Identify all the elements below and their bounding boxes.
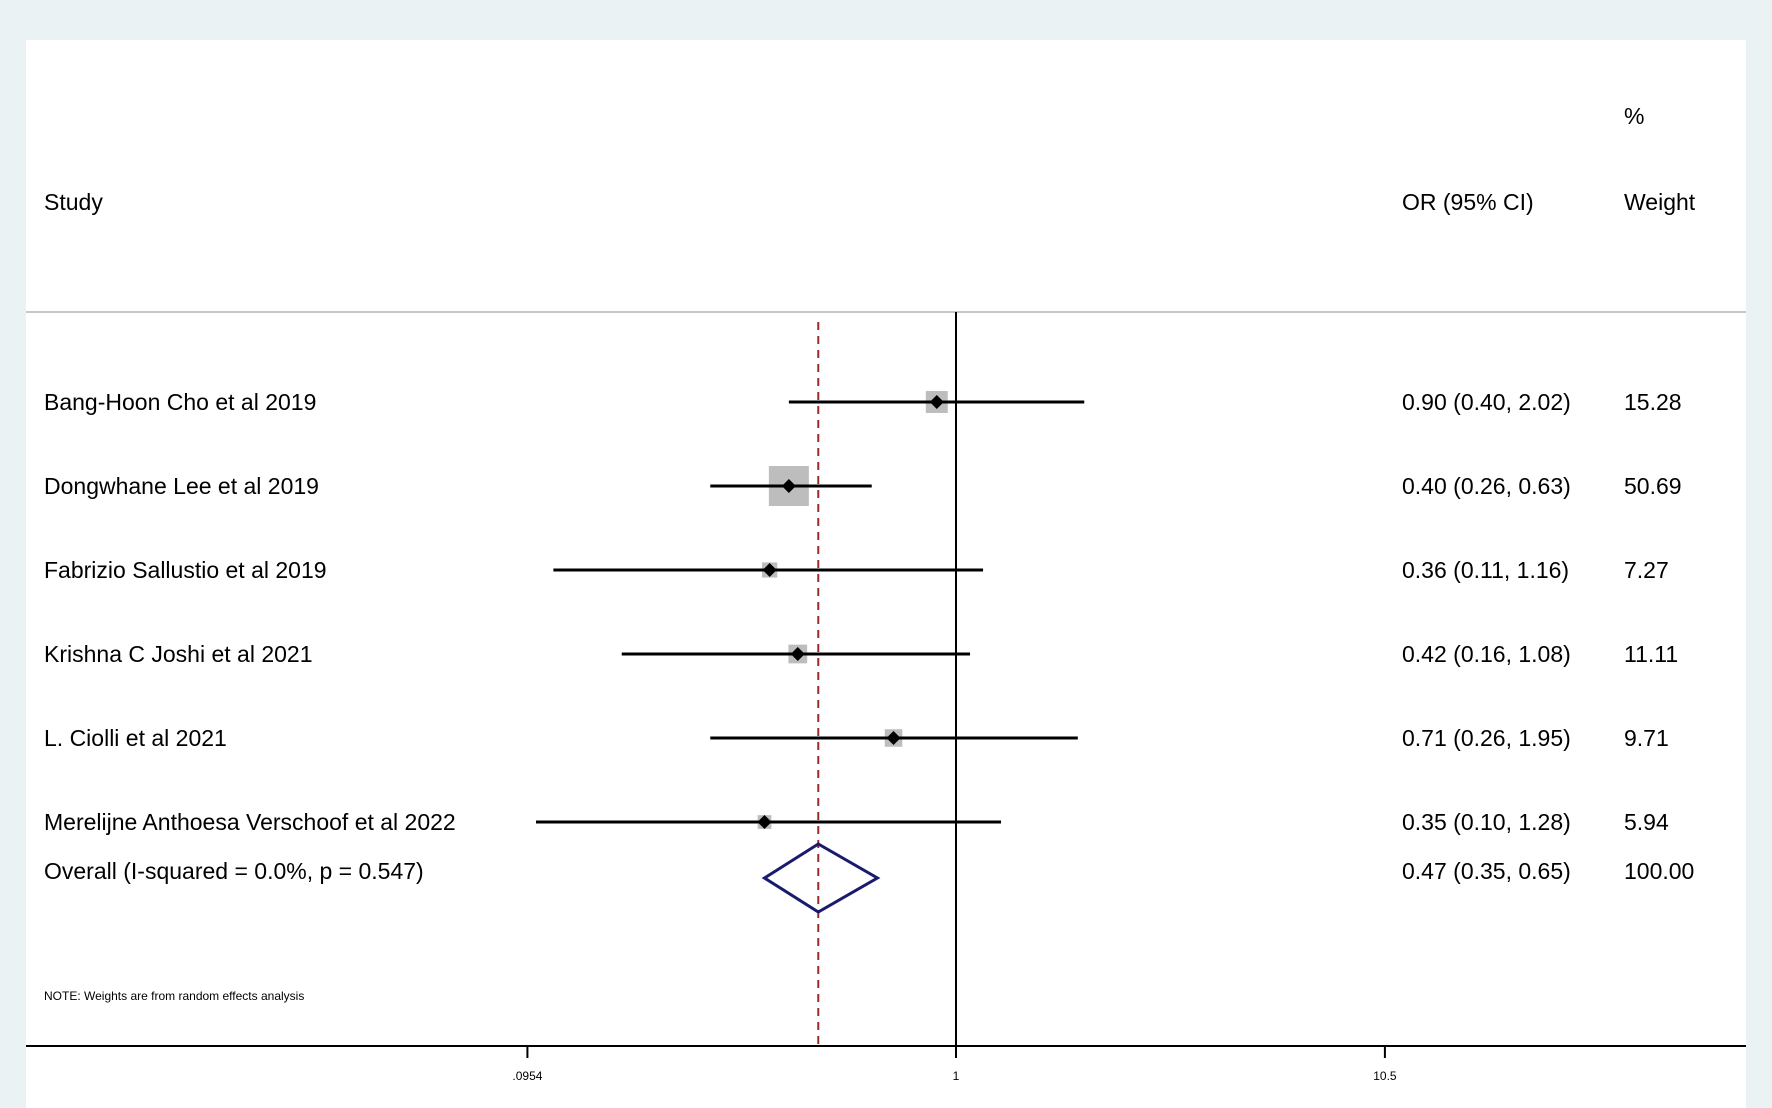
weights-note: NOTE: Weights are from random effects an… [44, 989, 304, 1003]
study-ci-text: 0.42 (0.16, 1.08) [1402, 641, 1571, 667]
study-label: Merelijne Anthoesa Verschoof et al 2022 [44, 809, 456, 835]
table-row: Dongwhane Lee et al 2019 0.40 (0.26, 0.63… [44, 473, 1682, 499]
point-estimate [757, 815, 772, 829]
study-weight-text: 7.27 [1624, 557, 1669, 583]
study-ci-text: 0.35 (0.10, 1.28) [1402, 809, 1571, 835]
study-ci-text: 0.71 (0.26, 1.95) [1402, 725, 1571, 751]
point-estimate [781, 479, 796, 493]
table-row: Bang-Hoon Cho et al 2019 0.90 (0.40, 2.02… [44, 389, 1682, 415]
x-tick-label: 10.5 [1373, 1069, 1397, 1083]
study-weight-text: 11.11 [1624, 641, 1678, 667]
study-ci-text: 0.40 (0.26, 0.63) [1402, 473, 1571, 499]
table-row: Fabrizio Sallustio et al 2019 0.36 (0.11,… [44, 557, 1669, 583]
study-ci-text: 0.90 (0.40, 2.02) [1402, 389, 1571, 415]
study-label: Fabrizio Sallustio et al 2019 [44, 557, 327, 583]
x-tick-label: .0954 [512, 1069, 542, 1083]
table-row: L. Ciolli et al 2021 0.71 (0.26, 1.95) 9.7… [44, 725, 1669, 751]
header-study: Study [44, 189, 103, 215]
table-row: Krishna C Joshi et al 2021 0.42 (0.16, 1.… [44, 641, 1678, 667]
header-weight-pct: % [1624, 103, 1644, 129]
point-estimate [762, 563, 777, 577]
point-estimate [929, 395, 944, 409]
study-weight-text: 15.28 [1624, 389, 1682, 415]
study-weight-text: 50.69 [1624, 473, 1682, 499]
study-label: Dongwhane Lee et al 2019 [44, 473, 319, 499]
x-axis: .0954 1 10.5 [26, 1045, 1746, 1083]
point-estimate [790, 647, 805, 661]
study-weight-text: 9.71 [1624, 725, 1669, 751]
overall-weight-text: 100.00 [1624, 858, 1694, 884]
chart-marks [536, 312, 1085, 1046]
forest-plot: % Study OR (95% CI) Weight Bang-Hoon Cho… [26, 40, 1746, 1108]
forest-plot-svg: % Study OR (95% CI) Weight Bang-Hoon Cho… [26, 103, 1746, 1083]
overall-ci-text: 0.47 (0.35, 0.65) [1402, 858, 1571, 884]
study-label: Krishna C Joshi et al 2021 [44, 641, 313, 667]
x-tick-label: 1 [953, 1069, 960, 1083]
overall-label: Overall (I-squared = 0.0%, p = 0.547) [44, 858, 424, 884]
overall-diamond [761, 842, 881, 914]
header-weight: Weight [1624, 189, 1696, 215]
study-weight-text: 5.94 [1624, 809, 1669, 835]
study-label: Bang-Hoon Cho et al 2019 [44, 389, 316, 415]
study-rows: Bang-Hoon Cho et al 2019 0.90 (0.40, 2.02… [44, 389, 1682, 835]
point-estimate [886, 731, 901, 745]
study-label: L. Ciolli et al 2021 [44, 725, 227, 751]
table-row: Merelijne Anthoesa Verschoof et al 2022 0… [44, 809, 1669, 835]
header-effect: OR (95% CI) [1402, 189, 1534, 215]
study-ci-text: 0.36 (0.11, 1.16) [1402, 557, 1569, 583]
